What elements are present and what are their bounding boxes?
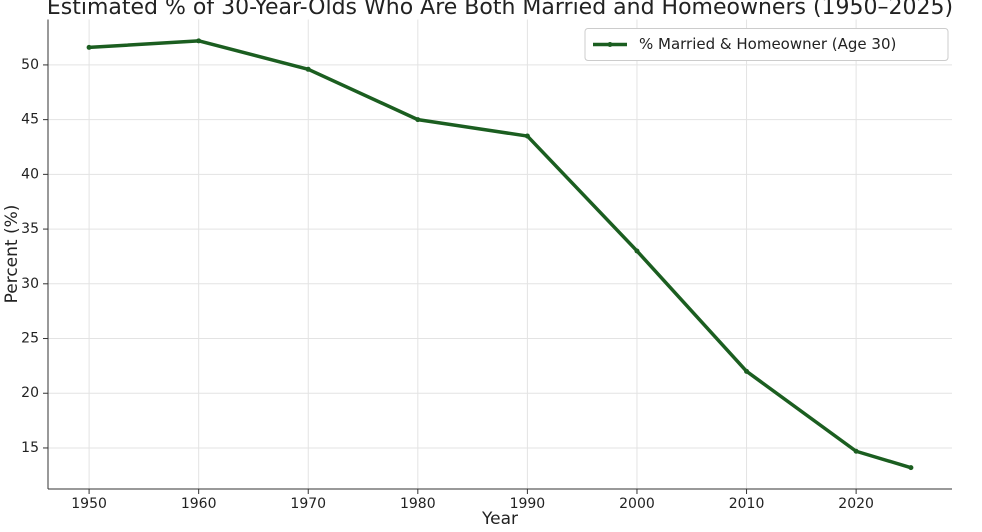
- y-tick-label: 50: [21, 57, 39, 73]
- legend-box: [584, 28, 949, 61]
- series-line: [88, 39, 912, 470]
- point: [908, 465, 914, 471]
- point: [86, 44, 92, 50]
- y-tick-label: 30: [21, 276, 39, 292]
- point: [744, 368, 750, 374]
- point: [196, 38, 202, 44]
- point: [634, 248, 640, 254]
- legend-label: % Married & Homeowner (Age 30): [639, 35, 896, 53]
- legend-marker: [607, 42, 613, 47]
- x-tick-label: 1970: [290, 496, 326, 512]
- x-tick-label: 2020: [838, 496, 874, 512]
- x-tick-label: 1980: [400, 496, 436, 512]
- y-tick-label: 25: [21, 331, 39, 347]
- x-tick-label: 1990: [510, 496, 546, 512]
- y-tick-label: 20: [21, 385, 39, 401]
- y-tick-label: 40: [21, 166, 39, 182]
- x-tick-label: 2010: [729, 496, 765, 512]
- y-axis-label: Percent (%): [2, 205, 22, 304]
- point: [305, 66, 311, 72]
- point: [853, 448, 859, 454]
- x-tick-label: 2000: [619, 496, 655, 512]
- legend: % Married & Homeowner (Age 30): [584, 28, 949, 61]
- chart-title: Estimated % of 30-Year-Olds Who Are Both…: [47, 0, 953, 20]
- x-tick-label: 1960: [181, 496, 217, 512]
- point: [524, 133, 530, 139]
- y-tick-label: 45: [21, 112, 39, 128]
- x-axis-label: Year: [481, 509, 518, 529]
- x-tick-label: 1950: [71, 496, 107, 512]
- y-tick-label: 35: [21, 221, 39, 237]
- y-tick-label: 15: [21, 440, 39, 456]
- point: [415, 117, 421, 123]
